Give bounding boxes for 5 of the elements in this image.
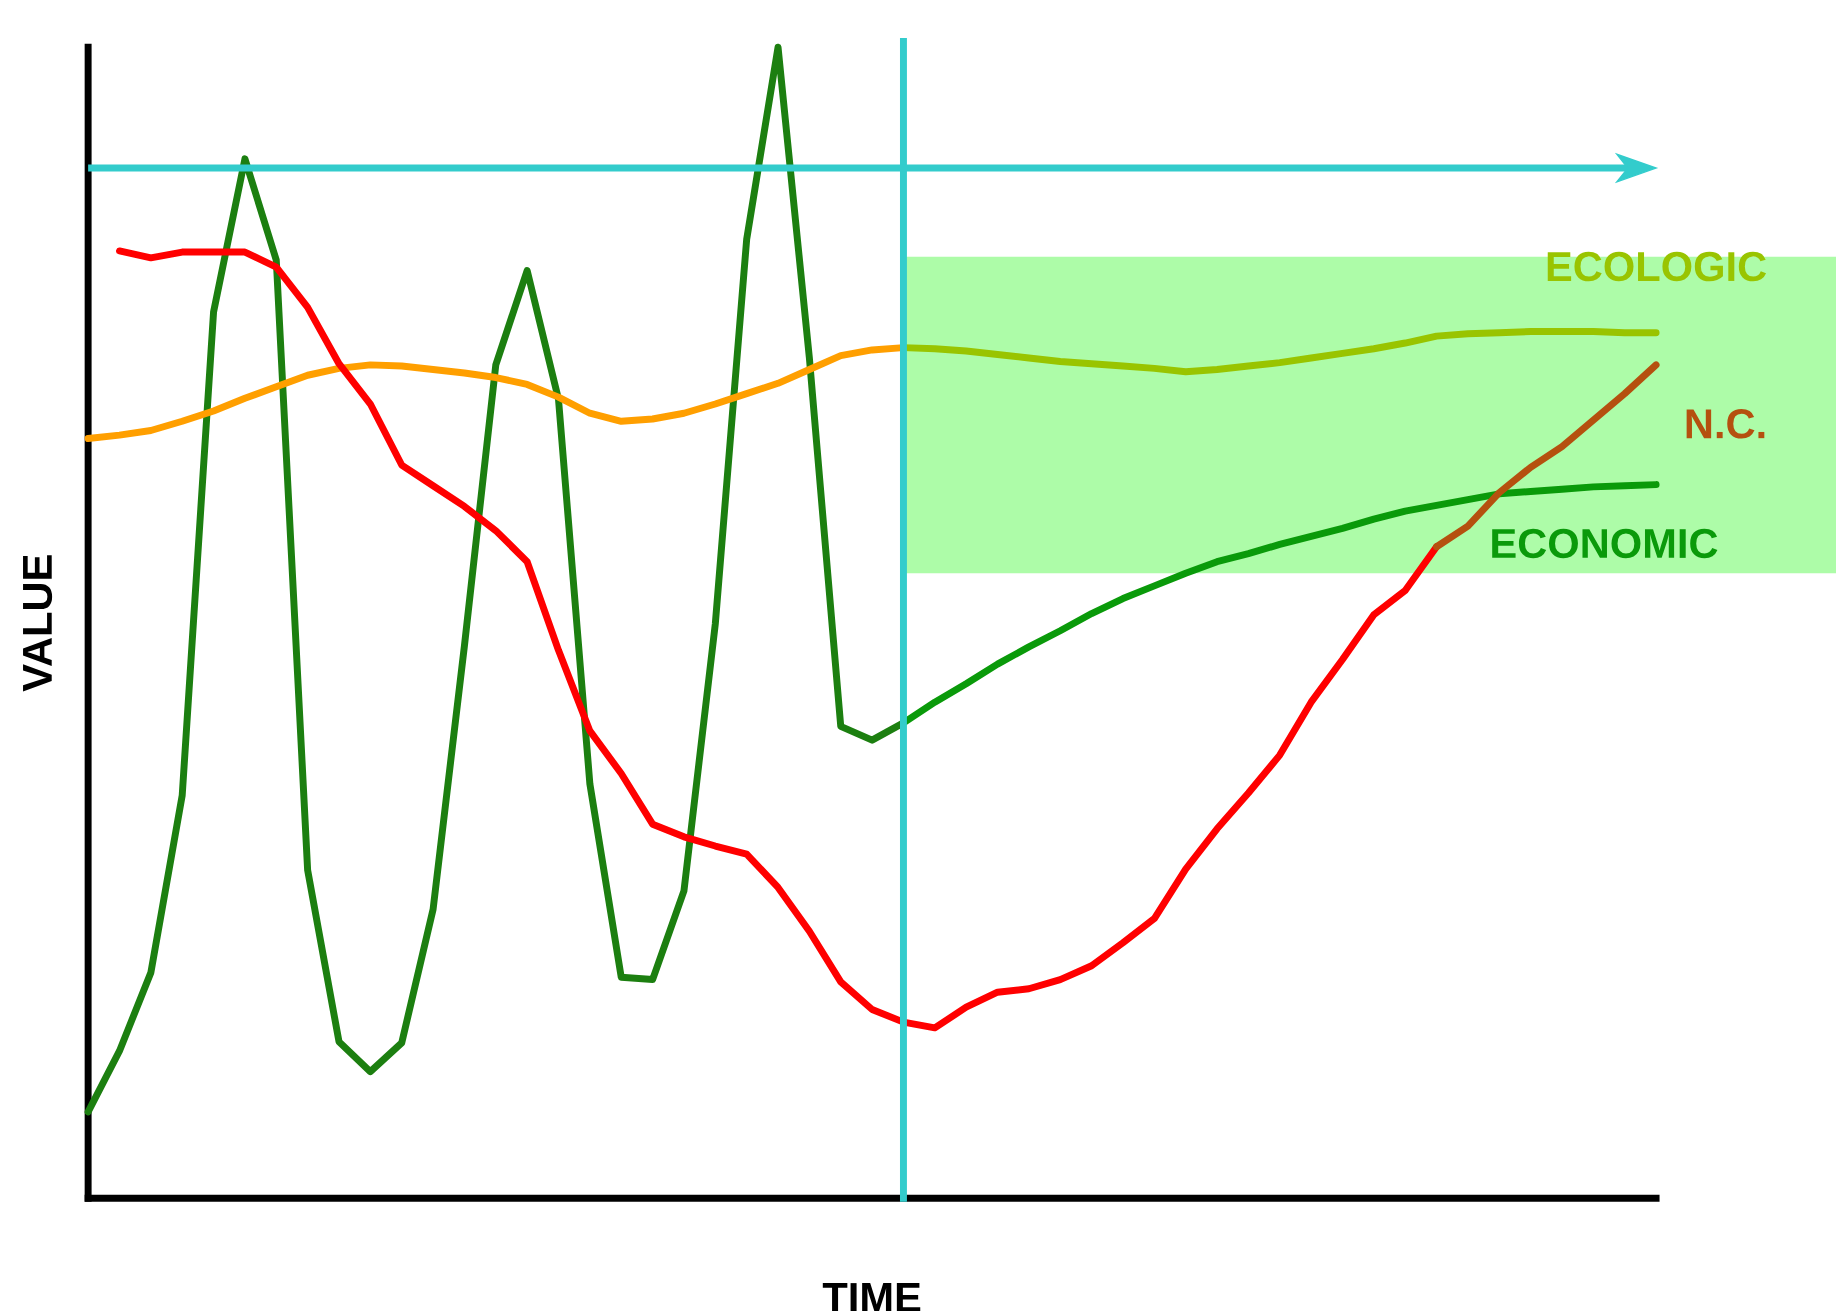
y-axis-title: VALUE bbox=[23, 555, 53, 692]
x-axis-title: TIME bbox=[822, 1283, 921, 1311]
series-label: ECONOMIC bbox=[1492, 528, 1718, 559]
series-label: ECOLOGIC bbox=[1547, 251, 1767, 282]
series-label: N.C. bbox=[1686, 409, 1765, 439]
